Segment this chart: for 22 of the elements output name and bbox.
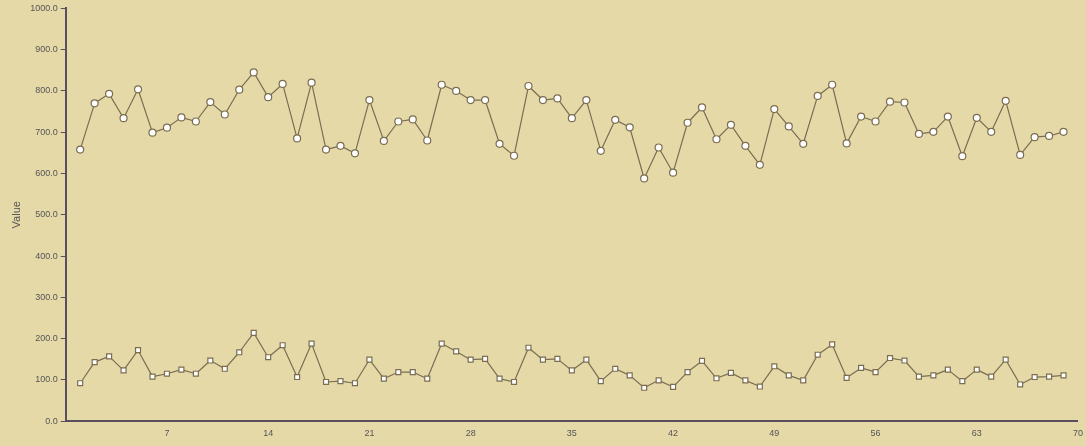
y-tick-label: 500.0: [35, 209, 58, 220]
x-tick-label: 7: [164, 428, 170, 439]
y-tick-label: 1000.0: [30, 2, 58, 13]
x-tick-label: 70: [1072, 428, 1083, 439]
y-tick-label: 900.0: [35, 44, 58, 55]
y-tick-label: 300.0: [35, 291, 58, 302]
y-tick-label: 600.0: [35, 168, 58, 178]
x-tick-label: 56: [870, 428, 881, 439]
x-tick-label: 21: [364, 428, 375, 439]
x-tick-label: 63: [971, 428, 982, 439]
y-tick-label: 700.0: [35, 126, 58, 137]
y-tick-label: 0.0: [45, 415, 58, 426]
y-tick-label: 800.0: [35, 85, 58, 96]
x-tick-label: 49: [769, 428, 780, 439]
y-tick-label: 400.0: [35, 250, 58, 261]
x-tick-label: 42: [668, 428, 679, 439]
y-axis-title: Value: [9, 201, 22, 229]
y-tick-label: 100.0: [35, 374, 58, 385]
x-tick-label: 28: [465, 428, 476, 439]
y-tick-label: 200.0: [35, 333, 58, 344]
x-tick-label: 35: [566, 428, 577, 439]
x-tick-label: 14: [263, 428, 274, 439]
